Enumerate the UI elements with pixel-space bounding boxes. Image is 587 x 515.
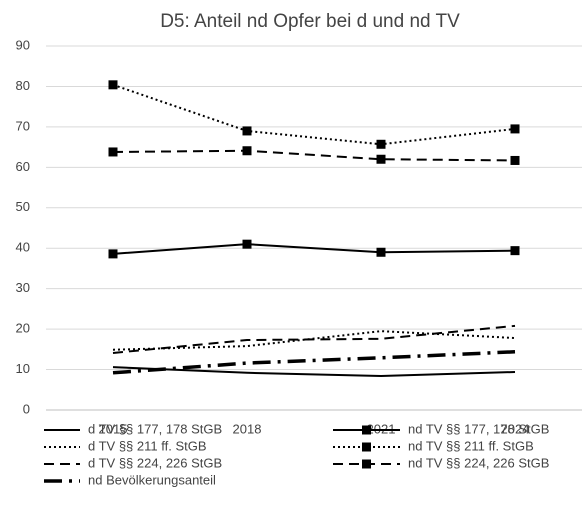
chart-title: D5: Anteil nd Opfer bei d und nd TV (160, 11, 460, 32)
y-tick-label: 40 (16, 240, 30, 255)
data-line (112, 330, 516, 351)
x-tick-label: 2021 (367, 421, 396, 436)
data-line (112, 350, 516, 375)
data-point (510, 246, 520, 256)
data-point (108, 80, 118, 90)
legend-label: d TV §§ 224, 226 StGB (88, 455, 222, 470)
data-line (112, 324, 516, 354)
data-point (242, 239, 252, 249)
x-tick-label: 2024 (501, 421, 530, 436)
legend-marker (362, 442, 371, 452)
data-line (112, 149, 516, 162)
y-tick-label: 10 (16, 361, 30, 376)
y-tick-label: 20 (16, 321, 30, 336)
legend-label: nd TV §§ 177, 178 StGB (408, 421, 549, 436)
data-point (242, 146, 252, 156)
y-tick-label: 0 (23, 401, 30, 416)
y-tick-label: 30 (16, 280, 30, 295)
legend-marker (362, 425, 371, 435)
data-line (112, 366, 516, 378)
y-tick-label: 90 (16, 37, 30, 52)
legend-label: nd TV §§ 211 ff. StGB (408, 438, 534, 453)
y-tick-label: 70 (16, 118, 30, 133)
y-tick-label: 50 (16, 199, 30, 214)
legend-label: d TV §§ 211 ff. StGB (88, 438, 207, 453)
x-tick-label: 2015 (99, 421, 128, 436)
legend-label: nd TV §§ 224, 226 StGB (408, 455, 549, 470)
data-line (112, 83, 516, 146)
legend-label: nd Bevölkerungsanteil (88, 472, 216, 487)
data-line (112, 243, 516, 255)
data-point (376, 139, 386, 149)
x-tick-label: 2018 (233, 421, 262, 436)
y-tick-label: 60 (16, 159, 30, 174)
data-point (510, 155, 520, 165)
y-tick-label: 80 (16, 78, 30, 93)
data-point (376, 247, 386, 257)
data-point (376, 154, 386, 164)
data-point (242, 126, 252, 136)
data-point (108, 249, 118, 259)
legend-marker (362, 459, 371, 469)
legend-label: d TV §§ 177, 178 StGB (88, 421, 222, 436)
data-point (108, 147, 118, 157)
data-point (510, 124, 520, 134)
